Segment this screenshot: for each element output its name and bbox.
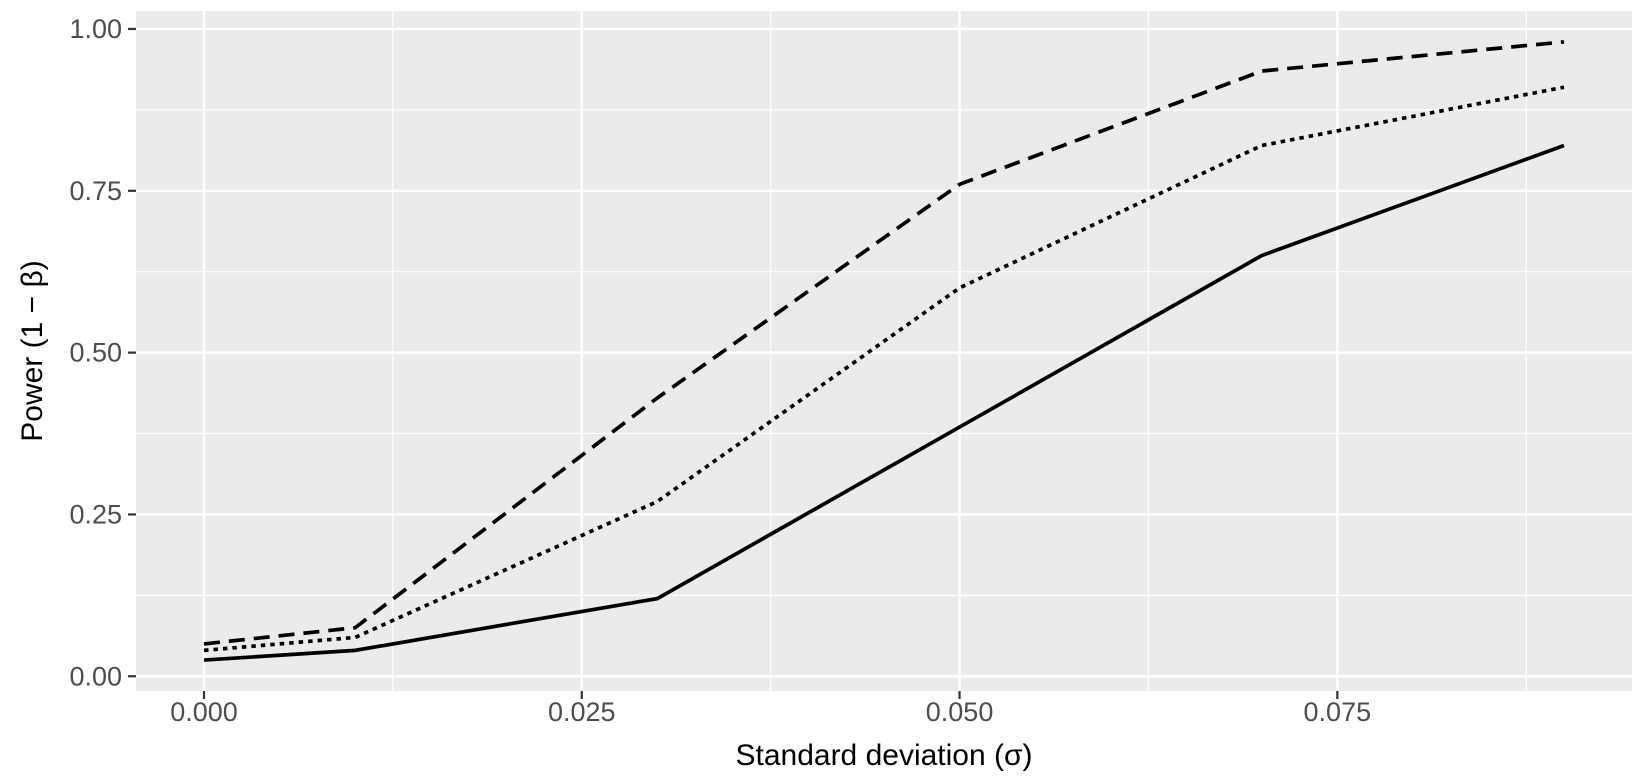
x-axis-tick-label: 0.025 xyxy=(548,697,616,727)
y-axis-tick-label: 0.00 xyxy=(69,661,122,691)
x-axis-tick-label: 0.000 xyxy=(170,697,238,727)
y-axis-title: Power (1 − β) xyxy=(16,260,49,442)
x-axis-tick-label: 0.050 xyxy=(926,697,994,727)
panel-background xyxy=(136,11,1632,691)
y-axis-tick-label: 0.25 xyxy=(69,499,122,529)
x-axis-tick-label: 0.075 xyxy=(1304,697,1372,727)
series-dashed-line xyxy=(203,40,1565,646)
y-axis-tick-label: 0.50 xyxy=(69,338,122,368)
series-solid-line xyxy=(203,143,1565,662)
x-axis-title: Standard deviation (σ) xyxy=(735,739,1033,772)
series-dotted-line xyxy=(203,85,1565,653)
y-axis-tick-label: 0.75 xyxy=(69,176,122,206)
y-axis-tick-label: 1.00 xyxy=(69,14,122,44)
